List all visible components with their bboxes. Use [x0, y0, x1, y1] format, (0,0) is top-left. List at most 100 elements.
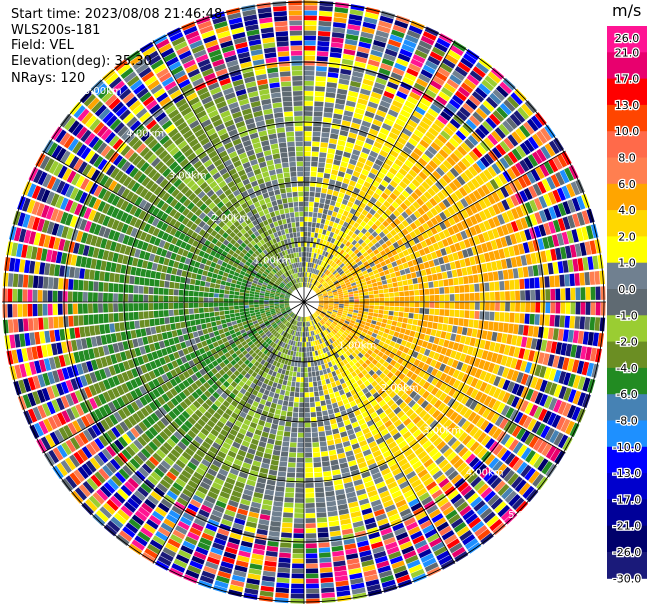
velocity-gate — [456, 361, 464, 371]
velocity-gate — [427, 84, 440, 95]
velocity-gate — [297, 432, 304, 438]
velocity-gate — [456, 501, 469, 513]
velocity-gate — [448, 387, 457, 397]
velocity-gate — [243, 343, 250, 350]
velocity-gate — [292, 371, 297, 377]
velocity-gate — [469, 215, 478, 226]
velocity-gate — [419, 347, 426, 355]
velocity-gate — [228, 349, 235, 356]
velocity-gate — [326, 312, 332, 316]
velocity-gate — [406, 29, 421, 40]
velocity-gate — [238, 428, 247, 435]
velocity-gate — [354, 299, 359, 302]
velocity-gate — [314, 106, 324, 112]
velocity-gate — [177, 414, 187, 423]
velocity-gate — [397, 136, 407, 146]
velocity-gate — [332, 348, 337, 354]
velocity-gate — [465, 98, 478, 110]
velocity-gate — [359, 295, 364, 299]
velocity-gate — [173, 445, 184, 455]
velocity-gate — [548, 158, 559, 173]
velocity-gate — [255, 374, 262, 381]
velocity-gate — [317, 212, 323, 219]
velocity-gate — [336, 247, 342, 253]
velocity-gate — [85, 443, 97, 456]
velocity-gate — [393, 226, 401, 234]
velocity-gate — [321, 244, 326, 251]
velocity-gate — [183, 397, 192, 407]
velocity-gate — [313, 279, 317, 285]
velocity-gate — [292, 558, 304, 564]
velocity-gate — [349, 400, 357, 408]
velocity-gate — [325, 285, 330, 290]
velocity-gate — [230, 381, 238, 388]
velocity-gate — [448, 278, 454, 286]
velocity-gate — [133, 439, 144, 450]
velocity-gate — [425, 481, 437, 491]
velocity-gate — [378, 289, 384, 294]
velocity-gate — [437, 497, 449, 508]
velocity-gate — [172, 482, 184, 492]
velocity-gate — [130, 401, 140, 412]
velocity-gate — [539, 163, 550, 177]
velocity-gate — [60, 460, 72, 474]
velocity-gate — [323, 274, 328, 280]
velocity-gate — [316, 61, 328, 67]
velocity-gate — [434, 302, 440, 309]
velocity-gate — [462, 344, 469, 354]
velocity-gate — [107, 401, 117, 413]
velocity-gate — [416, 197, 425, 207]
velocity-gate — [268, 369, 274, 376]
velocity-gate — [381, 279, 388, 285]
velocity-gate — [466, 247, 474, 257]
velocity-gate — [320, 582, 334, 588]
velocity-gate — [446, 102, 458, 114]
velocity-gate — [249, 443, 258, 451]
velocity-gate — [449, 286, 455, 294]
velocity-gate — [317, 328, 322, 333]
velocity-gate — [357, 46, 370, 54]
velocity-gate — [321, 267, 326, 273]
velocity-gate — [504, 312, 510, 323]
velocity-gate — [477, 528, 491, 541]
velocity-gate — [311, 273, 315, 279]
velocity-gate — [444, 263, 452, 271]
velocity-gate — [381, 95, 393, 104]
velocity-gate — [364, 302, 370, 305]
velocity-gate — [502, 170, 512, 183]
velocity-gate — [161, 373, 169, 383]
velocity-gate — [406, 378, 414, 387]
velocity-gate — [520, 217, 529, 229]
velocity-gate — [492, 216, 501, 227]
velocity-gate — [133, 490, 146, 502]
velocity-gate — [372, 269, 379, 275]
velocity-gate — [298, 316, 301, 322]
velocity-gate — [334, 282, 340, 286]
velocity-gate — [94, 471, 106, 484]
velocity-gate — [377, 267, 384, 273]
velocity-gate — [310, 402, 316, 408]
velocity-gate — [428, 350, 436, 359]
velocity-gate — [447, 422, 457, 433]
velocity-gate — [326, 288, 332, 292]
velocity-gate — [379, 271, 385, 277]
velocity-gate — [475, 87, 488, 99]
velocity-gate — [307, 262, 310, 268]
velocity-gate — [276, 311, 282, 315]
velocity-gate — [427, 274, 433, 282]
velocity-gate — [327, 148, 336, 155]
velocity-gate — [319, 557, 332, 563]
velocity-gate — [360, 88, 371, 96]
velocity-gate — [316, 276, 321, 281]
velocity-gate — [379, 297, 385, 302]
velocity-gate — [408, 169, 418, 178]
velocity-gate — [509, 312, 515, 323]
velocity-gate — [347, 184, 355, 192]
velocity-gate — [294, 513, 304, 519]
velocity-gate — [488, 457, 500, 469]
velocity-gate — [320, 288, 326, 292]
velocity-gate — [311, 161, 318, 167]
velocity-gate — [291, 313, 296, 318]
velocity-gate — [52, 414, 62, 428]
velocity-gate — [344, 279, 350, 284]
